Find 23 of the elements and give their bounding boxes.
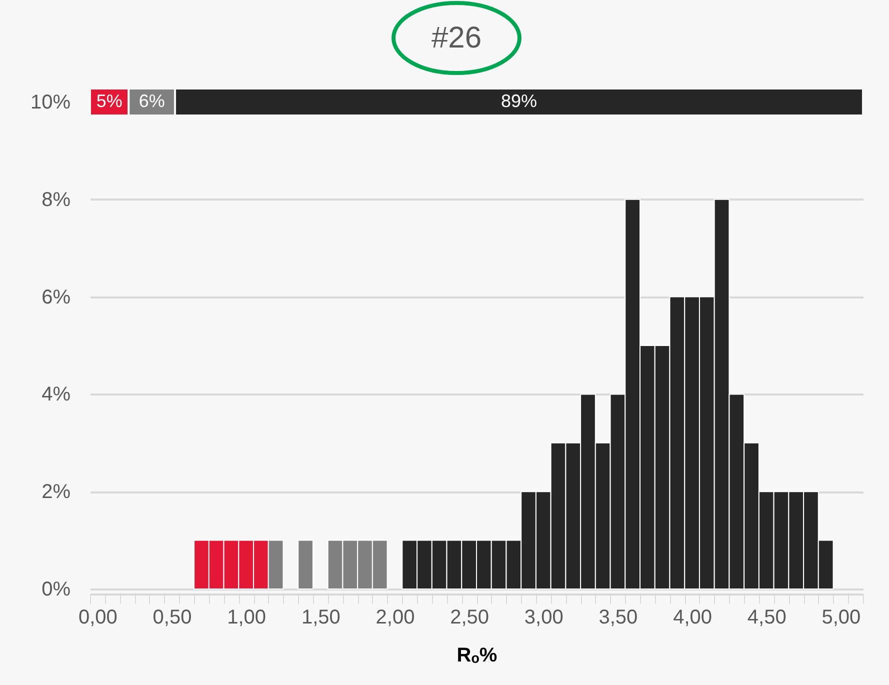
x-tick-label: 1,00	[227, 606, 266, 628]
y-tick-label: 8%	[42, 188, 71, 211]
x-tick-label: 3,50	[598, 606, 638, 628]
x-tick-label: 3,00	[524, 606, 564, 628]
y-tick-label: 6%	[42, 286, 71, 308]
y-tick-label: 2%	[42, 481, 71, 504]
x-tick-label: 4,00	[673, 606, 712, 628]
y-tick-label: 0%	[42, 578, 71, 600]
bar	[298, 540, 314, 590]
y-tick-label: 10%	[30, 92, 71, 114]
x-tick-label: 0,00	[78, 606, 118, 628]
x-tick-label: 4,50	[747, 606, 786, 628]
x-tick-label: 0,50	[152, 606, 192, 628]
data-label: 6%	[138, 91, 165, 111]
x-axis-title: Rₒ%	[456, 644, 498, 666]
data-label: 5%	[96, 91, 122, 111]
x-tick-label: 5,00	[822, 606, 861, 628]
x-tick-label: 2,00	[376, 606, 415, 628]
x-tick-label: 1,50	[301, 606, 340, 628]
data-label: 89%	[501, 91, 538, 111]
y-tick-label: 4%	[42, 384, 71, 406]
x-tick-label: 2,50	[450, 606, 490, 628]
chart-title: #26	[431, 22, 482, 54]
